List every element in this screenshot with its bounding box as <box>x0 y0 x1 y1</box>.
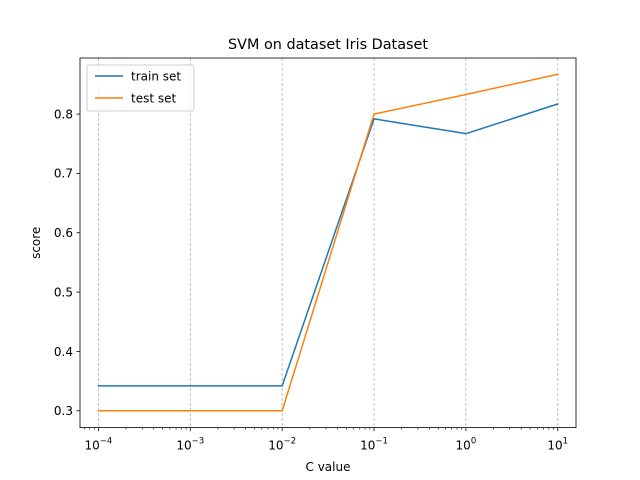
x-axis-ticks: 10−4 10−3 10−2 10−1 100 101 <box>83 427 568 453</box>
series-line-test-set <box>97 73 559 412</box>
legend-label-test-set: test set <box>131 92 176 106</box>
data-series <box>97 73 559 412</box>
y-tick-label-4: 0.7 <box>54 167 73 181</box>
plot-area-frame <box>79 57 577 429</box>
y-tick-label-5: 0.8 <box>54 107 73 121</box>
x-axis-title: C value <box>306 460 351 474</box>
legend-label-train-set: train set <box>131 70 181 84</box>
y-tick-label-0: 0.3 <box>54 404 73 418</box>
x-tick-label-3: 10−1 <box>360 437 388 453</box>
y-tick-label-3: 0.6 <box>54 226 73 240</box>
chart-title: SVM on dataset Iris Dataset <box>228 37 428 53</box>
x-tick-label-5: 101 <box>547 437 568 453</box>
y-axis-ticks: 0.3 0.4 0.5 0.6 0.7 0.8 <box>54 107 80 418</box>
y-tick-label-2: 0.5 <box>54 285 73 299</box>
y-axis-title: score <box>29 227 43 259</box>
x-tick-label-0: 10−4 <box>85 437 113 453</box>
series-line-train-set <box>97 103 559 387</box>
legend: train set test set <box>86 64 195 112</box>
x-tick-label-1: 10−3 <box>176 437 204 453</box>
x-tick-label-4: 100 <box>456 437 477 453</box>
y-tick-label-1: 0.4 <box>54 345 73 359</box>
x-tick-label-2: 10−2 <box>268 437 296 453</box>
